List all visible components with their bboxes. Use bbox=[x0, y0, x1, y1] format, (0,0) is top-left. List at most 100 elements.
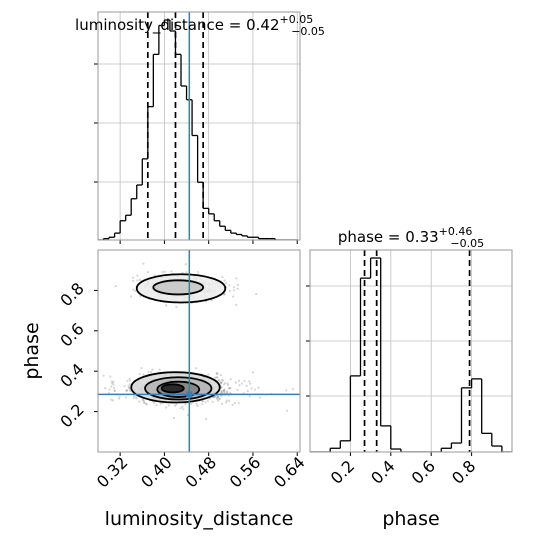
joint-sample-point bbox=[240, 382, 244, 385]
joint-sample-point bbox=[210, 299, 213, 302]
joint-sample-point bbox=[221, 276, 224, 279]
joint-sample-point bbox=[222, 383, 226, 386]
joint-sample-point bbox=[225, 282, 228, 285]
joint-sample-point bbox=[73, 388, 75, 390]
phase-x-tick-label: 0.6 bbox=[408, 456, 439, 487]
joint-sample-point bbox=[212, 396, 216, 399]
ld-title-sup: +0.05 bbox=[280, 13, 314, 26]
joint-sample-point bbox=[163, 270, 166, 273]
joint-sample-point bbox=[216, 376, 219, 379]
joint-sample-point bbox=[220, 385, 223, 389]
joint-sample-point bbox=[211, 400, 214, 403]
joint-sample-point bbox=[220, 390, 224, 394]
joint-sample-point bbox=[223, 390, 226, 393]
joint-sample-point bbox=[215, 376, 218, 379]
joint-sample-point bbox=[113, 389, 116, 392]
joint-sample-point bbox=[219, 380, 222, 384]
phase-y-tick-label: 0.2 bbox=[56, 400, 87, 431]
joint-density bbox=[131, 274, 226, 403]
joint-sample-point bbox=[125, 389, 128, 392]
joint-contours bbox=[130, 273, 227, 404]
joint-sample-point bbox=[255, 292, 258, 296]
joint-sample-point bbox=[232, 289, 236, 292]
joint-sample-point bbox=[243, 379, 246, 383]
joint-panel: 0.32 0.40 0.48 0.56 0.64 0.2 0.4 0.6 0.8 bbox=[56, 249, 309, 492]
joint-sample-point bbox=[216, 399, 220, 402]
joint-sample-point bbox=[158, 368, 161, 371]
joint-sample-point bbox=[165, 406, 168, 409]
phase-x-tick-label: 0.2 bbox=[327, 456, 358, 487]
joint-sample-point bbox=[216, 372, 219, 375]
ld-hist-grid bbox=[98, 12, 300, 240]
joint-contour-upper bbox=[152, 279, 205, 296]
joint-sample-point bbox=[225, 391, 229, 394]
phase-y-tick-label: 0.6 bbox=[56, 319, 87, 350]
joint-sample-point bbox=[236, 388, 239, 392]
joint-sample-point bbox=[215, 397, 219, 400]
joint-sample-point bbox=[167, 404, 171, 407]
joint-sample-point bbox=[259, 396, 262, 399]
joint-sample-point bbox=[181, 405, 184, 408]
joint-sample-point bbox=[141, 399, 144, 402]
joint-sample-point bbox=[229, 386, 232, 390]
joint-sample-point bbox=[132, 394, 136, 398]
ld-x-tick-label: 0.40 bbox=[137, 453, 176, 492]
joint-sample-point bbox=[215, 372, 218, 375]
joint-sample-point bbox=[228, 386, 231, 390]
joint-contour-lower bbox=[130, 371, 221, 404]
joint-contour-upper bbox=[135, 273, 227, 304]
joint-sample-point bbox=[201, 399, 204, 403]
joint-sample-point bbox=[214, 395, 217, 398]
ld-x-tick-label: 0.64 bbox=[270, 453, 309, 492]
phase-x-tick-label: 0.8 bbox=[448, 456, 479, 487]
joint-sample-point bbox=[155, 403, 158, 407]
joint-sample-point bbox=[222, 389, 225, 392]
joint-sample-point bbox=[136, 279, 139, 282]
joint-sample-point bbox=[204, 401, 207, 404]
joint-frame bbox=[97, 249, 301, 453]
joint-sample-point bbox=[143, 401, 146, 404]
joint-sample-point bbox=[220, 389, 223, 393]
joint-sample-point bbox=[231, 403, 234, 407]
joint-sample-point bbox=[249, 382, 252, 385]
joint-sample-point bbox=[201, 399, 204, 403]
joint-sample-point bbox=[215, 371, 218, 375]
phase-y-tick-label: 0.8 bbox=[56, 279, 87, 310]
joint-sample-point bbox=[225, 399, 229, 402]
joint-sample-point bbox=[234, 381, 237, 384]
joint-sample-point bbox=[145, 403, 148, 406]
joint-sample-point bbox=[184, 263, 187, 266]
joint-sample-point bbox=[118, 397, 121, 400]
joint-sample-point bbox=[165, 304, 168, 307]
joint-truth-lines bbox=[98, 250, 300, 452]
joint-sample-point bbox=[109, 375, 112, 378]
joint-sample-point bbox=[228, 284, 231, 287]
joint-sample-point bbox=[220, 391, 223, 394]
joint-sample-point bbox=[128, 377, 131, 380]
joint-sample-point bbox=[135, 397, 138, 400]
joint-sample-point bbox=[114, 284, 117, 288]
joint-sample-point bbox=[226, 382, 229, 385]
joint-sample-point bbox=[128, 386, 131, 389]
joint-sample-point bbox=[222, 389, 225, 392]
joint-sample-point bbox=[237, 402, 240, 405]
joint-sample-point bbox=[132, 288, 135, 291]
joint-sample-point bbox=[139, 295, 142, 298]
joint-sample-point bbox=[223, 279, 226, 282]
ld-hist-panel: luminosity_distance = 0.42+0.05 −0.05 bbox=[75, 11, 325, 244]
joint-sample-point bbox=[196, 404, 199, 408]
joint-sample-point bbox=[232, 295, 235, 298]
joint-sample-point bbox=[228, 387, 231, 390]
joint-sample-point bbox=[257, 386, 260, 389]
joint-sample-point bbox=[189, 402, 193, 405]
joint-contour-lower bbox=[144, 376, 213, 401]
joint-sample-point bbox=[220, 378, 223, 381]
joint-sample-point bbox=[229, 378, 232, 381]
joint-sample-point bbox=[220, 402, 224, 406]
joint-sample-point bbox=[153, 401, 156, 404]
joint-sample-point bbox=[220, 382, 223, 385]
joint-sample-point bbox=[147, 370, 150, 374]
joint-sample-point bbox=[201, 403, 204, 406]
joint-sample-point bbox=[217, 379, 220, 382]
x-axis-title-phase: phase bbox=[382, 508, 439, 530]
